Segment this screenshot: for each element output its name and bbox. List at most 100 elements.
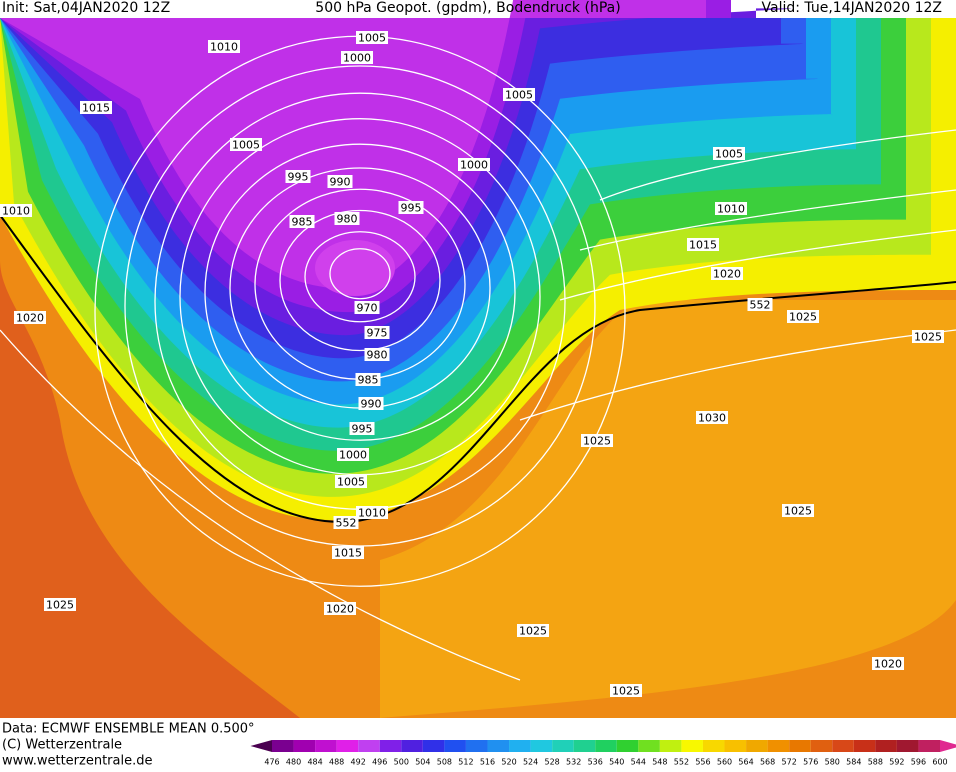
label-box bbox=[80, 101, 112, 114]
colorbar-box bbox=[552, 740, 574, 752]
label-box bbox=[208, 40, 240, 53]
colorbar-label: 480 bbox=[286, 758, 301, 767]
colorbar-label: 584 bbox=[846, 758, 861, 767]
colorbar-label: 500 bbox=[394, 758, 409, 767]
colorbar-label: 488 bbox=[329, 758, 344, 767]
label-box bbox=[333, 516, 359, 529]
colorbar-box bbox=[767, 740, 790, 752]
isobar-label: 995 bbox=[401, 202, 422, 215]
colorbar-label: 540 bbox=[609, 758, 624, 767]
isobar-label: 1020 bbox=[874, 658, 902, 671]
colorbar-label: 532 bbox=[566, 758, 581, 767]
label-box bbox=[503, 88, 535, 101]
colorbar-box bbox=[810, 740, 833, 752]
colorbar-label: 520 bbox=[501, 758, 516, 767]
label-box bbox=[711, 267, 743, 280]
colorbar-label: 556 bbox=[695, 758, 710, 767]
label-box bbox=[356, 506, 388, 519]
isobar-label: 1015 bbox=[689, 239, 717, 252]
isobar-label: 1025 bbox=[789, 311, 817, 324]
isobar bbox=[304, 231, 416, 323]
colorbar-label: 492 bbox=[351, 758, 366, 767]
label-box bbox=[787, 310, 819, 323]
label-box bbox=[364, 348, 390, 361]
label-box bbox=[517, 624, 549, 637]
colorbar-label: 596 bbox=[911, 758, 926, 767]
valid-time: Valid: Tue,14JAN2020 12Z bbox=[762, 0, 943, 16]
colorbar-label: 600 bbox=[932, 758, 947, 767]
label-box bbox=[355, 373, 381, 386]
label-box bbox=[341, 51, 373, 64]
isobar-label: 1005 bbox=[337, 476, 365, 489]
isobar-label: 1010 bbox=[358, 507, 386, 520]
isobar bbox=[279, 209, 441, 352]
label-box bbox=[327, 175, 353, 188]
isobar-label: 1025 bbox=[519, 625, 547, 638]
low-center bbox=[315, 240, 395, 296]
label-box bbox=[696, 411, 728, 424]
colorbar-box bbox=[638, 740, 660, 752]
label-box bbox=[747, 298, 773, 311]
label-box bbox=[687, 238, 719, 251]
colorbar-label: 568 bbox=[760, 758, 775, 767]
colorbar: 476 480 484 488 492 496 500 504 508 512 516 520 524 5… bbox=[250, 740, 956, 767]
label-box bbox=[335, 475, 367, 488]
isobar bbox=[0, 329, 521, 681]
map bbox=[0, 0, 956, 718]
isobar-label: 1015 bbox=[82, 102, 110, 115]
isobar-label: 1025 bbox=[914, 331, 942, 344]
colorbar-box bbox=[681, 740, 703, 752]
colorbar-label: 560 bbox=[717, 758, 732, 767]
colorbar-label: 496 bbox=[372, 758, 387, 767]
colorbar-box bbox=[702, 740, 725, 752]
isobar-label: 995 bbox=[352, 423, 373, 436]
colorbar-box bbox=[530, 740, 553, 752]
colorbar-box bbox=[272, 740, 294, 752]
colorbar-box bbox=[336, 740, 359, 752]
colorbar-label: 580 bbox=[825, 758, 840, 767]
colorbar-label: 516 bbox=[480, 758, 495, 767]
init-time: Init: Sat,04JAN2020 12Z bbox=[2, 0, 170, 16]
colorbar-box bbox=[896, 740, 919, 752]
isobar-label: 552 bbox=[750, 299, 771, 312]
colorbar-label: 572 bbox=[782, 758, 797, 767]
colorbar-box bbox=[509, 740, 531, 752]
isobar-label: 1025 bbox=[784, 505, 812, 518]
colorbar-box bbox=[595, 740, 617, 752]
colorbar-label: 508 bbox=[437, 758, 452, 767]
label-box bbox=[872, 657, 904, 670]
colorbar-box bbox=[875, 740, 897, 752]
map-title: 500 hPa Geopot. (gpdm), Bodendruck (hPa) bbox=[315, 0, 620, 16]
isobar-label: 1005 bbox=[505, 89, 533, 102]
colorbar-label: 536 bbox=[588, 758, 603, 767]
colorbar-box bbox=[573, 740, 596, 752]
label-box bbox=[458, 158, 490, 171]
label-box bbox=[285, 170, 311, 183]
colorbar-box bbox=[315, 740, 337, 752]
label-box bbox=[912, 330, 944, 343]
colorbar-label: 484 bbox=[307, 758, 322, 767]
colorbar-label: 548 bbox=[652, 758, 667, 767]
colorbar-label: 552 bbox=[674, 758, 689, 767]
isobar bbox=[519, 329, 956, 421]
copyright: (C) Wetterzentrale bbox=[2, 738, 122, 753]
isobar-label: 1010 bbox=[210, 41, 238, 54]
isobar-labels: 1005 1000 1010 1015 1005 1005 1000 1005 995 990 99… bbox=[0, 31, 944, 698]
colorbar-box bbox=[401, 740, 423, 752]
colorbar-label: 528 bbox=[544, 758, 559, 767]
isobar-label: 1000 bbox=[339, 449, 367, 462]
label-box bbox=[14, 311, 46, 324]
label-box bbox=[354, 301, 380, 314]
colorbar-box bbox=[465, 740, 488, 752]
label-box bbox=[356, 31, 388, 44]
label-box bbox=[324, 602, 356, 615]
label-box bbox=[358, 397, 384, 410]
website: www.wetterzentrale.de bbox=[2, 754, 152, 769]
isobar-label: 985 bbox=[292, 216, 313, 229]
isobar-label: 1025 bbox=[583, 435, 611, 448]
isobar-label: 1000 bbox=[343, 52, 371, 65]
colorbar-label: 476 bbox=[264, 758, 279, 767]
colorbar-box bbox=[293, 740, 316, 752]
contour-552 bbox=[0, 214, 956, 524]
isobar-label: 1020 bbox=[16, 312, 44, 325]
